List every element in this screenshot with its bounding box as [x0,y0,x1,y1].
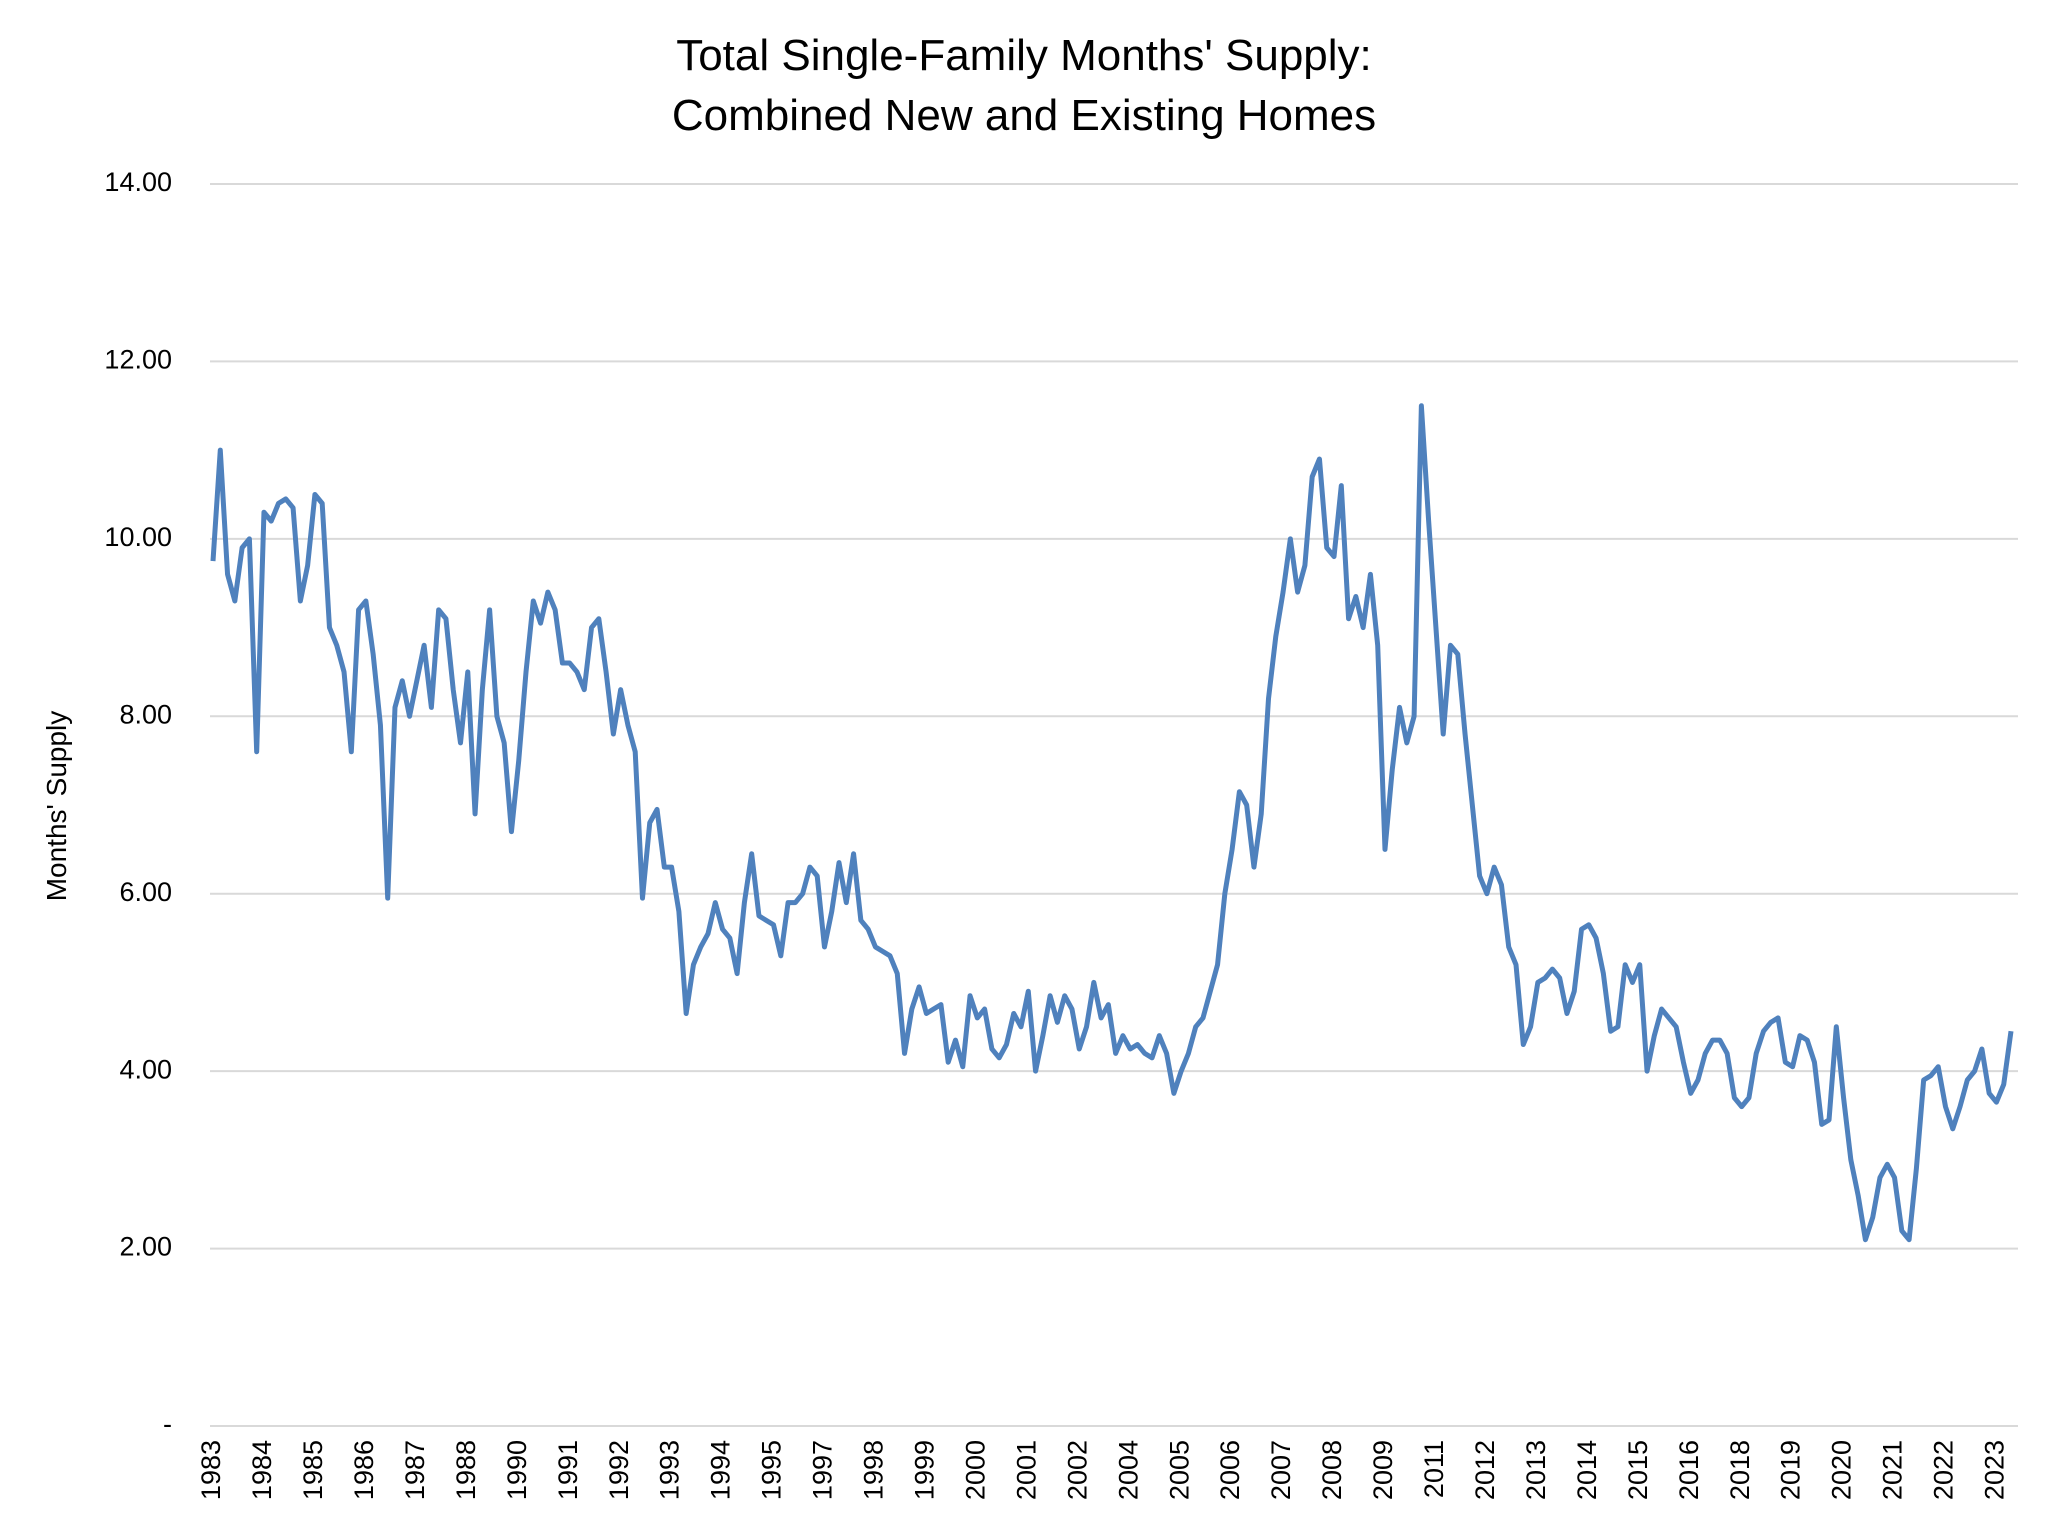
y-tick-label: 6.00 [119,877,172,907]
x-tick-label: 2001 [1011,1440,1041,1500]
y-tick-label: 2.00 [119,1232,172,1262]
x-tick-label: 2011 [1419,1440,1449,1498]
x-tick-label: 1984 [247,1440,277,1500]
x-tick-label: 2015 [1623,1440,1653,1500]
x-tick-label: 2014 [1572,1440,1602,1500]
x-tick-label: 1988 [451,1440,481,1500]
x-tick-label: 1986 [349,1440,379,1500]
x-tick-label: 2013 [1521,1440,1551,1500]
y-tick-label: 10.00 [104,522,172,552]
x-tick-label: 2022 [1929,1440,1959,1500]
x-tick-label: 1987 [400,1440,430,1500]
x-tick-label: 2007 [1266,1440,1296,1500]
x-tick-label: 1998 [859,1440,889,1500]
y-tick-label: 14.00 [104,167,172,197]
y-tick-label: 8.00 [119,699,172,729]
x-tick-label: 1994 [706,1440,736,1500]
x-tick-label: 2012 [1470,1440,1500,1500]
x-tick-label: 1992 [604,1440,634,1500]
x-tick-label: 1983 [196,1440,226,1500]
x-tick-label: 2000 [960,1440,990,1500]
y-tick-label: 4.00 [119,1054,172,1084]
x-tick-label: 2023 [1980,1440,2010,1500]
y-tick-label: 12.00 [104,345,172,375]
x-tick-label: 2004 [1113,1440,1143,1500]
x-tick-label: 1991 [553,1440,583,1500]
x-tick-label: 2002 [1062,1440,1092,1500]
y-axis-label: Months' Supply [41,711,72,902]
chart-title: Total Single-Family Months' Supply: [676,31,1372,80]
x-tick-label: 2016 [1674,1440,1704,1500]
x-tick-label: 1999 [910,1440,940,1500]
x-tick-label: 2005 [1164,1440,1194,1500]
chart-title: Combined New and Existing Homes [672,91,1376,140]
x-tick-label: 2020 [1827,1440,1857,1500]
x-tick-label: 2021 [1878,1440,1908,1500]
x-tick-label: 1985 [298,1440,328,1500]
x-tick-label: 1997 [808,1440,838,1500]
x-tick-label: 1993 [655,1440,685,1500]
x-tick-label: 1990 [502,1440,532,1500]
data-line [210,403,2014,1243]
x-tick-label: 1995 [757,1440,787,1500]
x-tick-label: 2009 [1368,1440,1398,1500]
y-tick-label: - [163,1409,172,1439]
x-tick-label: 2008 [1317,1440,1347,1500]
x-tick-label: 2006 [1215,1440,1245,1500]
x-tick-label: 2019 [1776,1440,1806,1500]
x-tick-label: 2018 [1725,1440,1755,1500]
